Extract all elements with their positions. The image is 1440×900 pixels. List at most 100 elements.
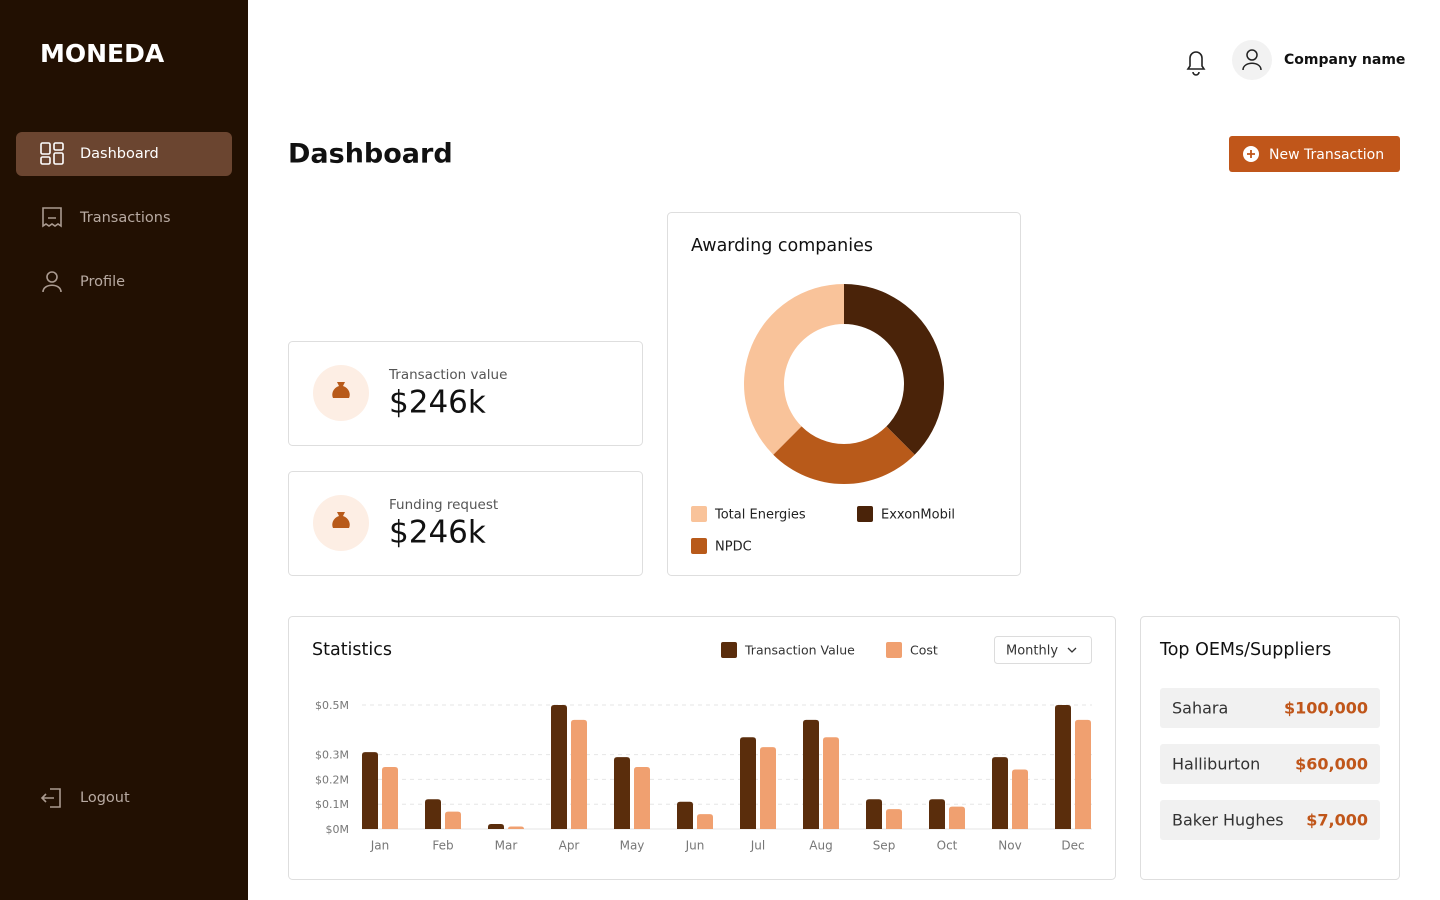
x-tick-label: May xyxy=(620,839,645,853)
bar xyxy=(382,767,398,829)
bar xyxy=(614,757,630,829)
logout[interactable]: Logout xyxy=(40,788,130,808)
button-bg xyxy=(1229,136,1400,172)
bar xyxy=(571,719,587,829)
supplier-row-bg xyxy=(1160,744,1380,784)
donut-segment xyxy=(844,284,945,455)
logo: MONEDA xyxy=(40,39,165,68)
dropdown-label: Monthly xyxy=(1006,644,1058,659)
bar xyxy=(488,824,504,829)
bar xyxy=(823,737,839,829)
supplier-amount: $100,000 xyxy=(1284,699,1368,718)
bar xyxy=(929,799,945,829)
legend-label: Total Energies xyxy=(714,508,806,523)
x-tick-label: Jun xyxy=(685,839,705,853)
x-tick-label: Dec xyxy=(1061,839,1084,853)
bar xyxy=(362,752,378,829)
x-tick-label: Oct xyxy=(937,839,958,853)
company-name[interactable]: Company name xyxy=(1284,52,1405,68)
card-label: Funding request xyxy=(389,497,498,513)
x-tick-label: Nov xyxy=(998,839,1021,853)
donut-chart: Total Energies ExxonMobil NPDC xyxy=(691,284,955,555)
avatar-icon xyxy=(1242,49,1262,71)
new-transaction-button[interactable]: New Transaction xyxy=(1229,136,1400,172)
legend-label: ExxonMobil xyxy=(881,508,955,523)
bar xyxy=(508,826,524,829)
bar xyxy=(886,809,902,829)
legend-swatch xyxy=(721,642,737,658)
bar xyxy=(1075,719,1091,829)
bar xyxy=(634,767,650,829)
statistics-title: Statistics xyxy=(312,640,392,660)
legend-swatch xyxy=(886,642,902,658)
donut-segment xyxy=(744,284,844,455)
legend-label: Transaction Value xyxy=(744,643,855,658)
supplier-row-bg xyxy=(1160,800,1380,840)
bar xyxy=(1012,769,1028,829)
profile-icon xyxy=(42,271,62,293)
nav-label: Dashboard xyxy=(80,146,159,162)
bar xyxy=(1055,705,1071,829)
supplier-amount: $60,000 xyxy=(1295,755,1368,774)
nav-profile[interactable]: Profile xyxy=(42,271,125,293)
money-bag-icon xyxy=(332,382,350,398)
page-title: Dashboard xyxy=(288,139,453,170)
suppliers-title: Top OEMs/Suppliers xyxy=(1159,640,1331,660)
dashboard-icon xyxy=(40,142,64,165)
bar xyxy=(803,719,819,829)
legend-label: NPDC xyxy=(715,540,752,555)
x-tick-label: Jan xyxy=(370,839,390,853)
y-tick-label: $0M xyxy=(326,823,350,836)
bar xyxy=(697,814,713,829)
x-tick-label: Mar xyxy=(495,839,518,853)
bar xyxy=(992,757,1008,829)
card: Funding request $246k xyxy=(288,471,643,576)
supplier-row[interactable]: Baker Hughes $7,000 xyxy=(1160,800,1380,840)
card-bg xyxy=(288,341,643,446)
card-value: $246k xyxy=(389,515,486,551)
bell-icon[interactable] xyxy=(1186,51,1206,76)
bar xyxy=(949,806,965,829)
nav-transactions[interactable]: Transactions xyxy=(42,207,171,228)
card: Transaction value $246k xyxy=(288,341,643,446)
legend-swatch xyxy=(691,538,707,554)
card-value: $246k xyxy=(389,385,486,421)
y-tick-label: $0.3M xyxy=(315,749,349,762)
supplier-row[interactable]: Halliburton $60,000 xyxy=(1160,744,1380,784)
x-tick-label: Aug xyxy=(809,839,832,853)
button-label: New Transaction xyxy=(1269,147,1384,163)
bar-chart: $0M $0.1M $0.2M $0.3M $0.5M Jan Feb Mar Apr May Ju… xyxy=(315,642,1092,853)
bar xyxy=(760,747,776,829)
period-dropdown[interactable]: Monthly xyxy=(994,636,1092,664)
y-tick-label: $0.2M xyxy=(315,773,349,786)
donut-segment xyxy=(773,426,915,484)
bar xyxy=(425,799,441,829)
donut-card xyxy=(667,212,1021,576)
statistics-card xyxy=(288,616,1116,880)
supplier-name: Sahara xyxy=(1172,699,1228,718)
y-tick-label: $0.1M xyxy=(315,798,349,811)
card-label: Transaction value xyxy=(388,367,507,383)
bar xyxy=(677,801,693,829)
bar xyxy=(551,705,567,829)
money-bag-icon xyxy=(332,512,350,528)
card-bg xyxy=(288,471,643,576)
nav-label: Transactions xyxy=(79,210,171,226)
bar xyxy=(866,799,882,829)
legend-swatch xyxy=(857,506,873,522)
x-tick-label: Jul xyxy=(750,839,765,853)
dropdown-bg xyxy=(994,636,1092,664)
bar xyxy=(740,737,756,829)
nav-dashboard[interactable]: Dashboard xyxy=(16,132,232,176)
chevron-icon xyxy=(1067,647,1077,653)
supplier-name: Baker Hughes xyxy=(1172,811,1284,830)
bar xyxy=(445,811,461,829)
legend-swatch xyxy=(691,506,707,522)
supplier-row-bg xyxy=(1160,688,1380,728)
logout-icon xyxy=(40,788,61,808)
y-tick-label: $0.5M xyxy=(315,699,349,712)
supplier-amount: $7,000 xyxy=(1306,811,1368,830)
legend-label: Cost xyxy=(910,643,938,658)
supplier-row[interactable]: Sahara $100,000 xyxy=(1160,688,1380,728)
